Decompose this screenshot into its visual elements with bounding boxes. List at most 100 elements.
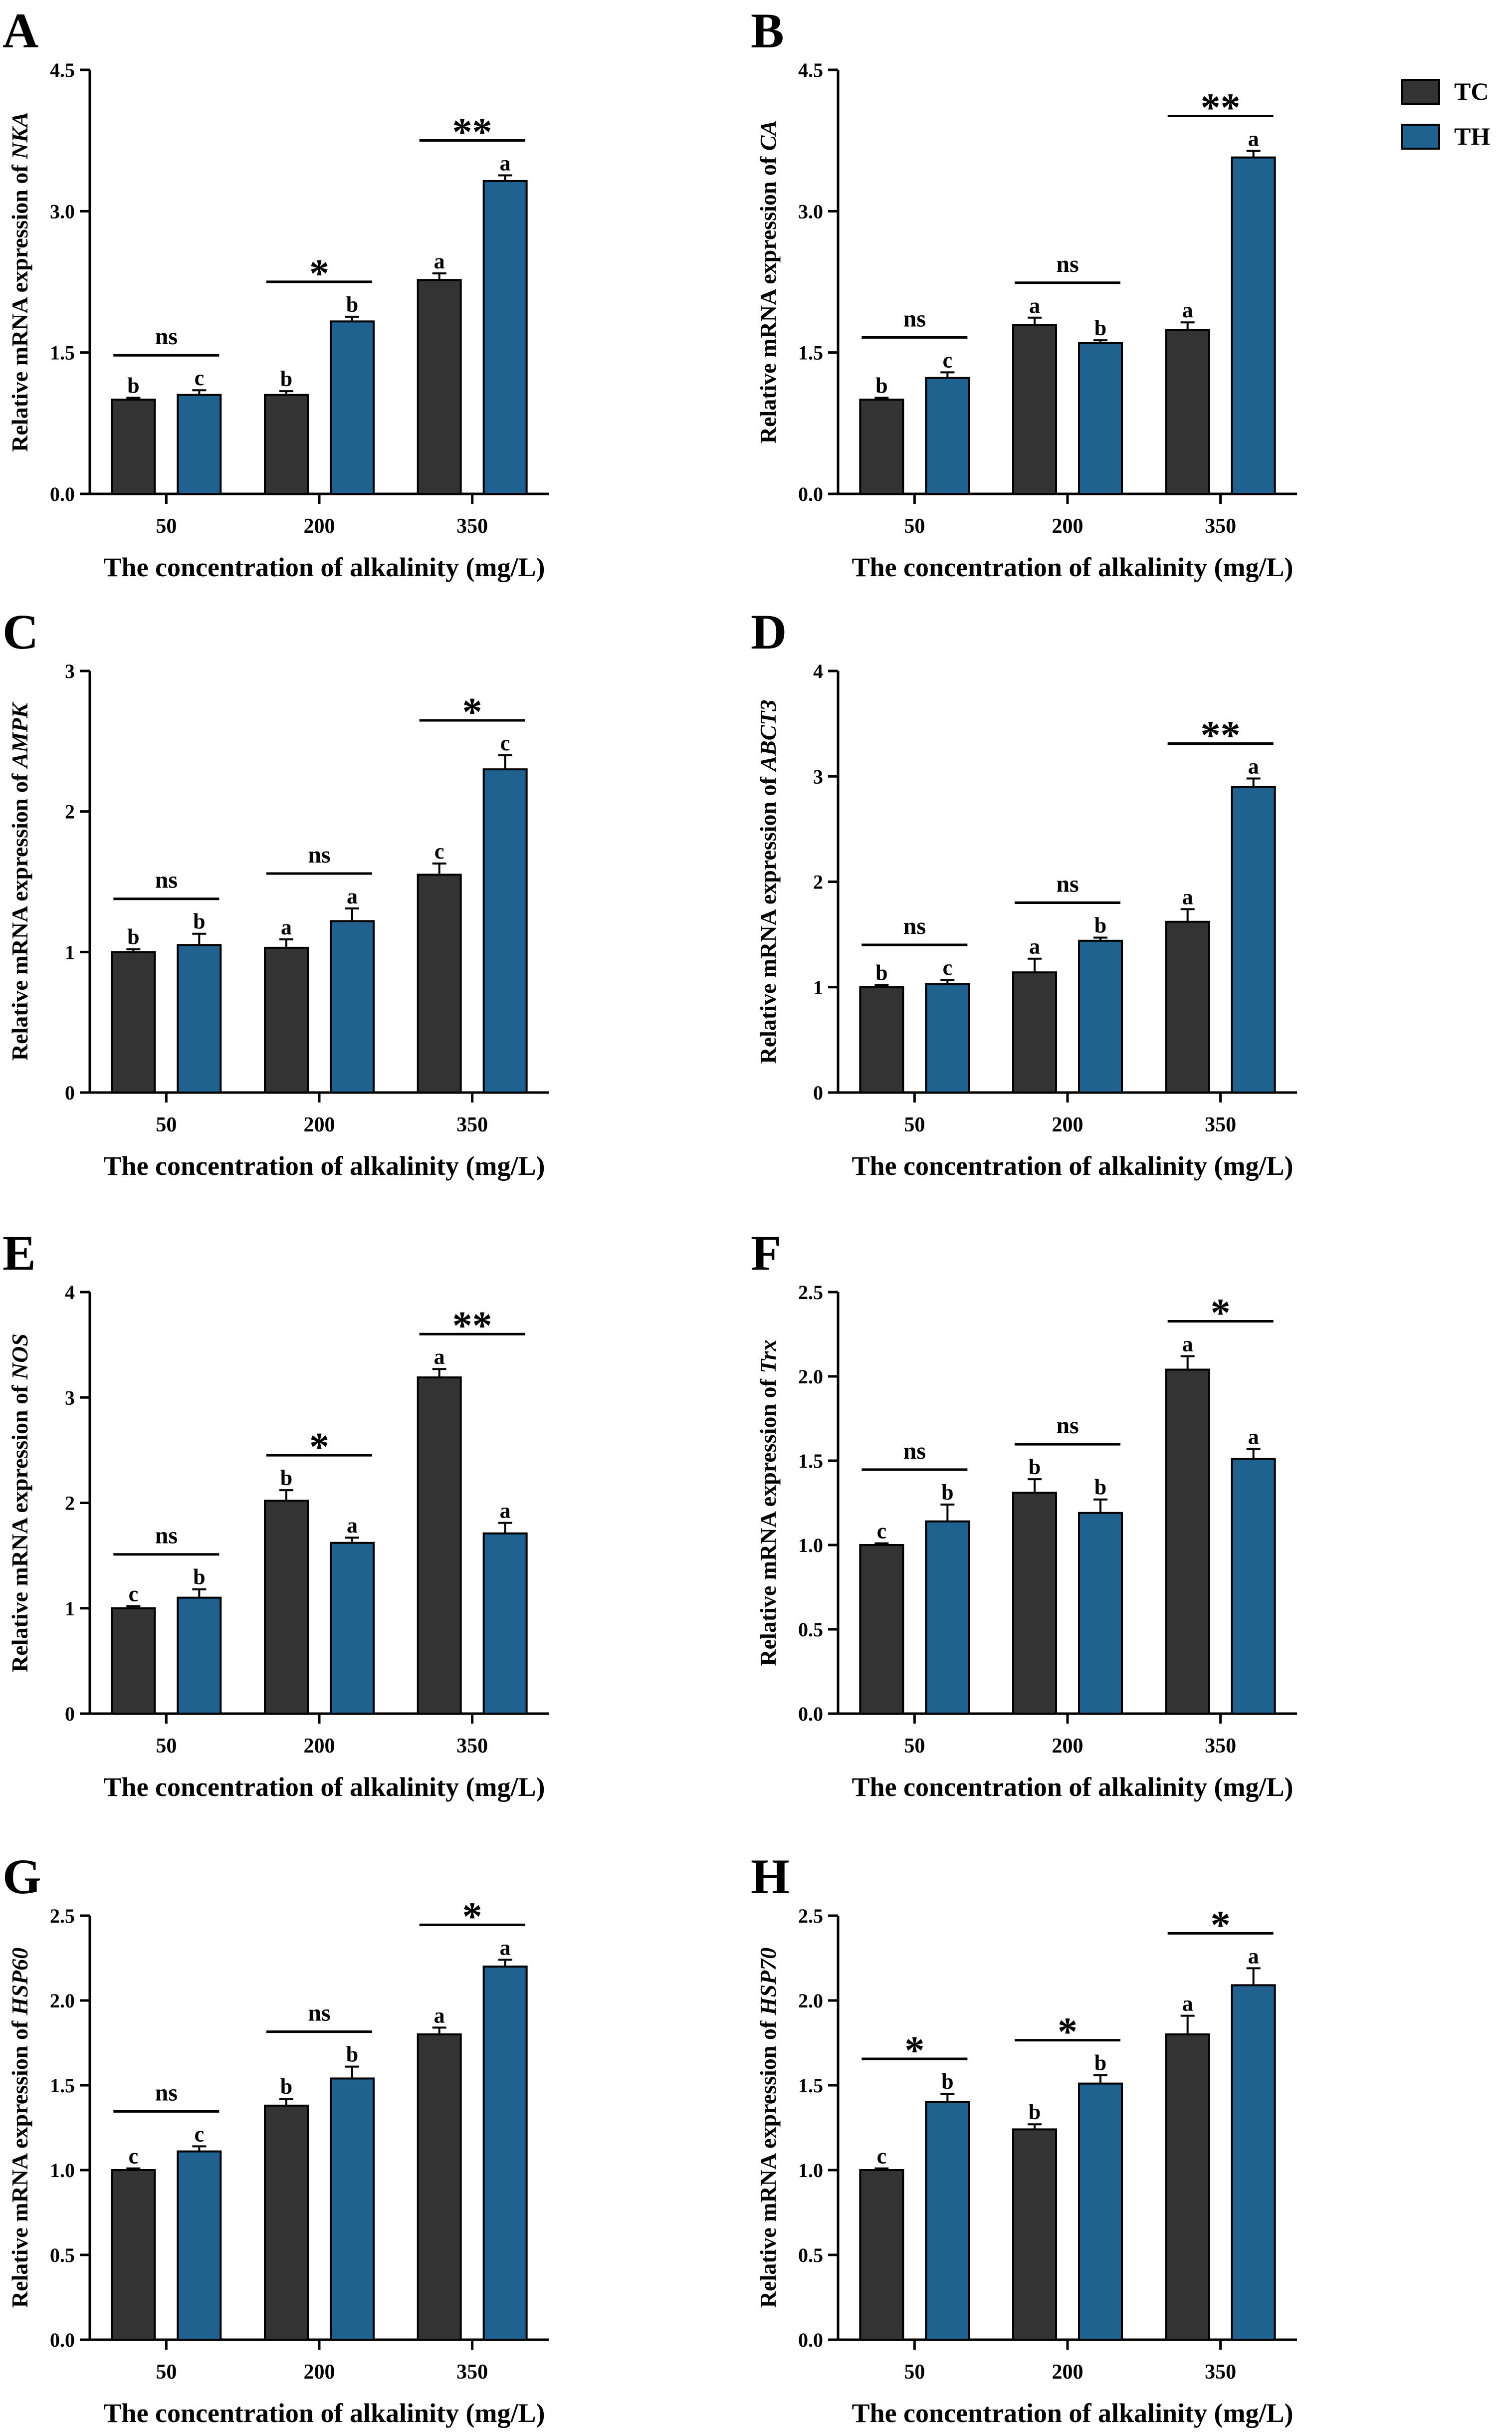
significance-letter: a bbox=[1182, 1991, 1193, 2016]
bar-tc bbox=[264, 2104, 309, 2341]
x-tick-label: 50 bbox=[156, 1113, 177, 1136]
panel-letter: D bbox=[751, 604, 787, 660]
significance-letter: a bbox=[500, 1499, 511, 1523]
x-tick-label: 200 bbox=[1052, 1735, 1083, 1758]
significance-label: ns bbox=[1056, 1412, 1079, 1439]
bar-th bbox=[925, 1520, 970, 1715]
panel-F: F 0.0 0.5 1.0 1.5 2.0 2.5 Relative mRNA express… bbox=[751, 1225, 1297, 1802]
y-tick-label: 3 bbox=[813, 765, 823, 788]
y-axis-label: Relative mRNA expression of NKA bbox=[7, 112, 32, 451]
y-tick-label: 4.5 bbox=[798, 59, 823, 81]
x-axis-label: The concentration of alkalinity (mg/L) bbox=[852, 2398, 1294, 2428]
bar-tc bbox=[417, 279, 462, 495]
y-tick-label: 2 bbox=[813, 871, 823, 893]
bar-tc bbox=[1165, 2033, 1210, 2341]
x-axis-label: The concentration of alkalinity (mg/L) bbox=[852, 552, 1294, 582]
y-tick-label: 2.0 bbox=[798, 1990, 823, 2012]
panel-A: A 0.0 1.5 3.0 4.5 Relative mRNA expression of… bbox=[2, 3, 549, 582]
bar-tc bbox=[111, 399, 156, 495]
legend-swatch bbox=[1401, 79, 1440, 105]
y-tick-label: 0.0 bbox=[798, 2329, 823, 2351]
bar-tc bbox=[111, 951, 156, 1094]
y-axis-label: Relative mRNA expression of Trx bbox=[755, 1339, 781, 1666]
significance-letter: b bbox=[1094, 2051, 1106, 2075]
x-axis-label: The concentration of alkalinity (mg/L) bbox=[104, 1151, 545, 1181]
significance-letter: c bbox=[195, 366, 205, 390]
significance-label: ns bbox=[1056, 251, 1079, 277]
significance-label: ns bbox=[155, 867, 178, 893]
x-tick-label: 50 bbox=[904, 2361, 925, 2384]
bar-th bbox=[1078, 342, 1123, 495]
significance-label: * bbox=[1211, 1291, 1231, 1335]
x-tick-label: 50 bbox=[156, 515, 177, 538]
y-tick-label: 4.5 bbox=[50, 59, 75, 81]
significance-letter: b bbox=[1029, 1455, 1041, 1479]
legend-label: TC bbox=[1454, 77, 1489, 105]
y-axis-label: Relative mRNA expression of NOS bbox=[7, 1333, 32, 1672]
y-axis-label: Relative mRNA expression of ABCT3 bbox=[755, 699, 781, 1064]
bar-tc bbox=[417, 1376, 462, 1715]
panel-letter: G bbox=[2, 1849, 41, 1904]
bar-tc bbox=[859, 2169, 904, 2341]
significance-label: * bbox=[1211, 1903, 1231, 1947]
bar-tc bbox=[417, 874, 462, 1094]
bar-tc bbox=[111, 2169, 156, 2341]
significance-label: * bbox=[904, 2029, 924, 2073]
x-axis-label: The concentration of alkalinity (mg/L) bbox=[104, 552, 545, 582]
significance-letter: a bbox=[1248, 1424, 1259, 1449]
x-tick-label: 50 bbox=[156, 1735, 177, 1758]
significance-letter: b bbox=[1094, 913, 1106, 937]
y-tick-label: 1.5 bbox=[50, 2074, 75, 2097]
panel-letter: E bbox=[2, 1225, 36, 1281]
x-tick-label: 350 bbox=[456, 1735, 488, 1758]
x-axis-label: The concentration of alkalinity (mg/L) bbox=[852, 1151, 1294, 1181]
panel-letter: H bbox=[751, 1849, 790, 1904]
significance-label: ns bbox=[308, 842, 330, 868]
significance-letter: c bbox=[500, 731, 510, 755]
x-tick-label: 350 bbox=[456, 2361, 488, 2384]
significance-letter: c bbox=[877, 2144, 887, 2169]
panel-letter: B bbox=[751, 3, 784, 58]
bar-th bbox=[1231, 156, 1276, 495]
legend-label: TH bbox=[1454, 122, 1490, 150]
x-tick-label: 200 bbox=[304, 2361, 335, 2384]
significance-letter: a bbox=[500, 151, 511, 176]
y-tick-label: 0 bbox=[65, 1082, 75, 1104]
bar-th bbox=[177, 2150, 222, 2341]
significance-letter: c bbox=[877, 1519, 887, 1544]
significance-letter: a bbox=[1248, 126, 1259, 151]
x-tick-label: 50 bbox=[904, 1735, 925, 1758]
y-tick-label: 0 bbox=[813, 1082, 823, 1104]
significance-label: ** bbox=[452, 111, 492, 155]
y-tick-label: 0.0 bbox=[50, 483, 75, 505]
significance-letter: b bbox=[127, 373, 139, 398]
significance-letter: b bbox=[127, 925, 139, 949]
bar-tc bbox=[1165, 329, 1210, 495]
significance-label: * bbox=[1058, 2010, 1078, 2054]
x-tick-label: 200 bbox=[304, 515, 335, 538]
bar-tc bbox=[417, 2033, 462, 2341]
significance-letter: a bbox=[281, 915, 292, 939]
significance-letter: b bbox=[280, 2074, 292, 2099]
significance-letter: b bbox=[941, 1480, 953, 1505]
x-tick-label: 200 bbox=[1052, 515, 1083, 538]
x-axis-label: The concentration of alkalinity (mg/L) bbox=[852, 1772, 1294, 1802]
x-tick-label: 350 bbox=[1205, 1735, 1236, 1758]
significance-label: * bbox=[309, 1425, 329, 1469]
significance-letter: b bbox=[875, 373, 887, 398]
significance-letter: c bbox=[129, 1582, 139, 1606]
significance-letter: c bbox=[943, 348, 953, 372]
significance-letter: b bbox=[875, 961, 887, 985]
y-axis-label: Relative mRNA expression of AMPK bbox=[7, 701, 32, 1061]
y-tick-label: 3.0 bbox=[50, 200, 75, 222]
panel-H: H 0.0 0.5 1.0 1.5 2.0 2.5 Relative mRNA express… bbox=[751, 1849, 1297, 2428]
bar-tc bbox=[1012, 324, 1057, 495]
y-tick-label: 0.0 bbox=[50, 2329, 75, 2351]
significance-label: ns bbox=[1056, 871, 1079, 897]
y-tick-label: 2.5 bbox=[798, 1281, 823, 1304]
significance-letter: a bbox=[434, 1344, 445, 1369]
panel-G: G 0.0 0.5 1.0 1.5 2.0 2.5 Relative mRNA express… bbox=[2, 1849, 549, 2428]
y-tick-label: 0 bbox=[65, 1703, 75, 1725]
x-tick-label: 350 bbox=[456, 515, 488, 538]
y-tick-label: 1.0 bbox=[50, 2159, 75, 2182]
